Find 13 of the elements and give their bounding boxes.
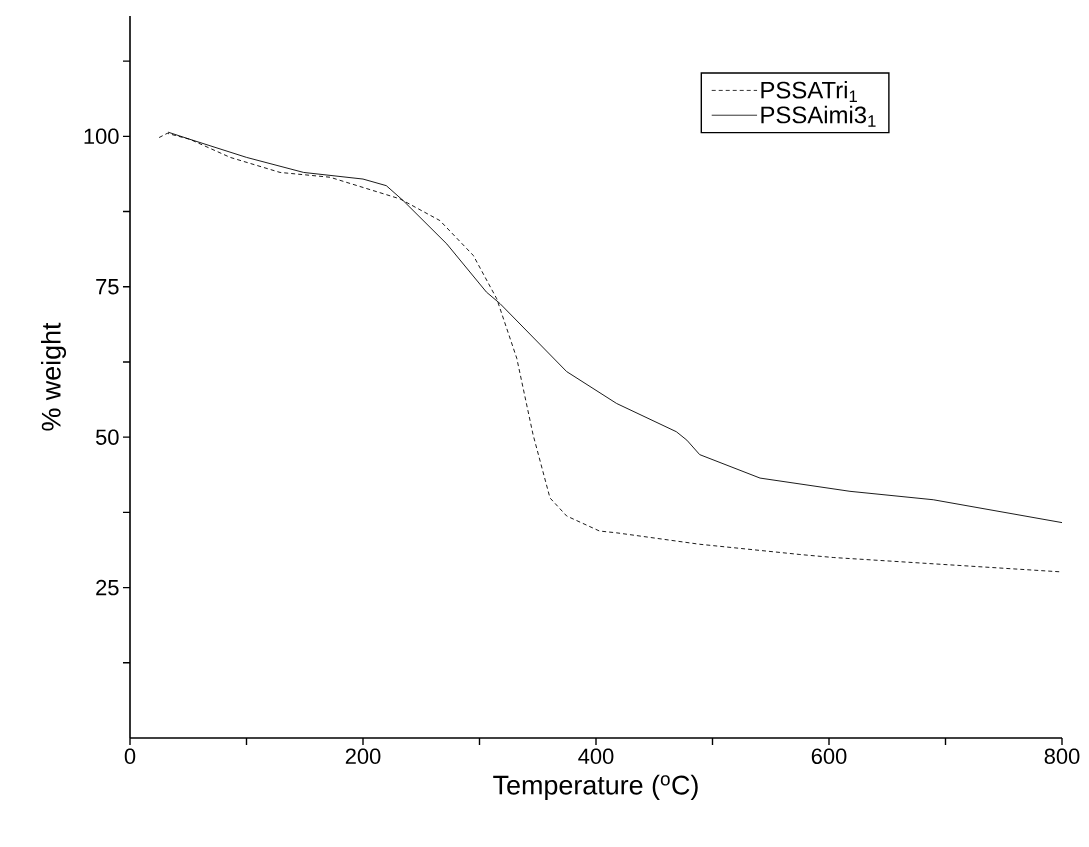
legend-label: PSSATri$_{1}$	[761, 81, 857, 103]
x-tick-label: 600	[811, 748, 847, 765]
y-tick-label: 50	[95, 429, 119, 445]
x-tick-label: 200	[345, 748, 381, 765]
y-tick-label: 75	[96, 279, 119, 295]
x-axis-title: Temperature ($^{o}$C)	[493, 774, 698, 800]
x-tick-label: 800	[1044, 748, 1080, 765]
y-tick-label: 100	[84, 128, 119, 145]
legend-label: PSSAimi3$_{1}$	[761, 105, 876, 127]
x-tick-label: 0	[124, 748, 136, 765]
y-tick-label: 25	[96, 579, 119, 596]
x-tick-label: 400	[578, 748, 614, 765]
y-axis-title: % weight	[40, 322, 67, 431]
